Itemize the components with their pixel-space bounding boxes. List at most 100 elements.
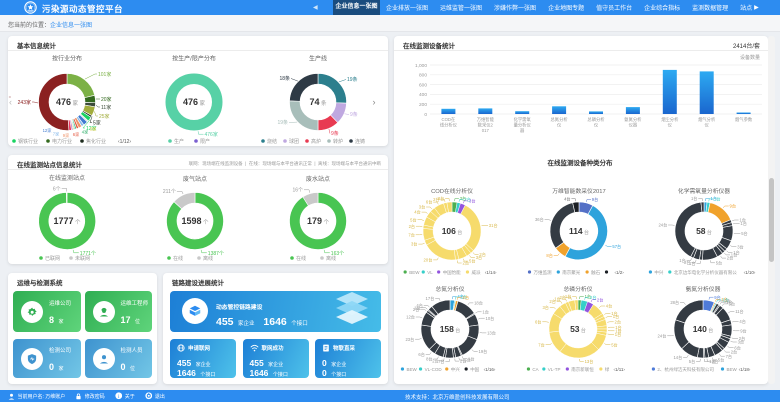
svg-text:19条: 19条 (277, 119, 288, 126)
svg-text:20家: 20家 (101, 96, 112, 103)
svg-text:氨氮分析仪器: 氨氮分析仪器 (686, 285, 721, 293)
svg-text:2台: 2台 (409, 223, 416, 230)
svg-text:3台: 3台 (438, 195, 445, 202)
svg-text:BEW: BEW (407, 367, 418, 372)
svg-text:8台: 8台 (546, 252, 553, 259)
svg-text:114 台: 114 台 (569, 226, 589, 236)
svg-text:24台: 24台 (658, 222, 667, 229)
svg-text:4台: 4台 (739, 318, 746, 325)
svg-text:仪: 仪 (668, 122, 673, 127)
svg-text:2台: 2台 (731, 349, 738, 356)
svg-text:163个: 163个 (331, 251, 344, 257)
svg-text:数采仪2: 数采仪2 (478, 121, 494, 128)
svg-text:生产线: 生产线 (309, 55, 327, 63)
svg-text:中国: 中国 (470, 366, 479, 373)
svg-text:2台: 2台 (432, 358, 439, 365)
svg-text:9台: 9台 (592, 196, 599, 203)
svg-text:0: 0 (424, 112, 427, 118)
svg-text:1台: 1台 (709, 358, 716, 365)
svg-text:476家: 476家 (205, 131, 218, 138)
svg-text:5台: 5台 (469, 258, 476, 265)
svg-text:1台: 1台 (733, 249, 740, 256)
svg-text:高炉: 高炉 (311, 138, 321, 145)
svg-text:6个: 6个 (53, 186, 61, 192)
svg-text:氨氮分析: 氨氮分析 (624, 116, 642, 123)
svg-text:总氮分析仪: 总氮分析仪 (436, 285, 465, 293)
svg-text:1台: 1台 (615, 327, 622, 334)
svg-text:5台: 5台 (741, 230, 748, 237)
svg-text:离线: 离线 (203, 255, 213, 262)
svg-text:连铸: 连铸 (355, 138, 365, 145)
svg-text:钢铁行业: 钢铁行业 (18, 138, 38, 145)
svg-text:13台: 13台 (487, 330, 496, 337)
svg-text:烧结: 烧结 (267, 138, 277, 145)
svg-text:仪器: 仪器 (629, 122, 638, 128)
svg-text:3家: 3家 (90, 126, 97, 132)
svg-text:BEW: BEW (727, 367, 738, 372)
svg-text:11家: 11家 (101, 104, 111, 111)
svg-text:3台: 3台 (737, 243, 744, 250)
svg-text:4家: 4家 (82, 129, 89, 135)
svg-text:废气站点: 废气站点 (183, 175, 207, 183)
svg-text:211个: 211个 (163, 189, 176, 195)
svg-text:仪: 仪 (705, 122, 710, 127)
svg-text:器: 器 (520, 128, 525, 134)
svg-text:球团: 球团 (289, 138, 299, 145)
svg-text:74 条: 74 条 (309, 97, 327, 107)
svg-text:10台: 10台 (486, 315, 495, 322)
svg-text:焦化行业: 焦化行业 (86, 138, 106, 145)
svg-text:2台: 2台 (684, 259, 691, 266)
svg-text:5台: 5台 (718, 357, 725, 364)
svg-text:3台: 3台 (712, 358, 719, 365)
svg-text:12台: 12台 (406, 314, 415, 321)
svg-text:生产: 生产 (174, 138, 184, 145)
svg-text:19台: 19台 (479, 348, 488, 355)
svg-text:未联网: 未联网 (75, 255, 90, 262)
svg-text:9台: 9台 (740, 327, 747, 334)
svg-text:7台: 7台 (726, 353, 733, 360)
svg-text:6台: 6台 (418, 351, 425, 358)
svg-text:11台: 11台 (735, 308, 744, 315)
svg-text:3台: 3台 (729, 301, 736, 308)
svg-text:‹1/14›: ‹1/14› (485, 270, 497, 275)
svg-text:58 台: 58 台 (696, 226, 712, 236)
svg-text:12家: 12家 (86, 125, 97, 132)
svg-text:31台: 31台 (489, 222, 498, 229)
svg-text:2台: 2台 (464, 196, 471, 203)
svg-text:废水站点: 废水站点 (306, 175, 330, 183)
svg-text:‹1/18›: ‹1/18› (739, 367, 751, 372)
svg-text:总氮分析: 总氮分析 (551, 116, 569, 123)
svg-text:限产: 限产 (200, 138, 210, 145)
svg-text:476 家: 476 家 (183, 97, 206, 107)
svg-text:威派: 威派 (472, 269, 481, 276)
svg-text:9台: 9台 (714, 294, 721, 301)
svg-text:017: 017 (482, 128, 490, 133)
svg-text:‹1/12›: ‹1/12› (118, 139, 131, 145)
svg-text:1台: 1台 (468, 355, 475, 362)
svg-text:烟尘分析: 烟尘分析 (661, 116, 679, 123)
svg-text:2台: 2台 (739, 335, 746, 342)
svg-text:6台: 6台 (426, 199, 433, 206)
svg-text:‹1/2›: ‹1/2› (615, 270, 625, 275)
svg-text:2台: 2台 (460, 358, 467, 365)
svg-text:南京聚光: 南京聚光 (562, 269, 580, 276)
svg-text:离线: 离线 (326, 255, 336, 262)
svg-text:5台: 5台 (689, 358, 696, 365)
svg-text:设备数量: 设备数量 (740, 54, 760, 61)
svg-text:电力行业: 电力行业 (52, 138, 72, 145)
svg-text:4台: 4台 (606, 303, 613, 310)
svg-text:1台: 1台 (615, 324, 622, 331)
svg-text:1台: 1台 (689, 260, 696, 267)
svg-text:9条: 9条 (350, 111, 358, 118)
svg-text:1台: 1台 (691, 195, 698, 202)
svg-text:5台: 5台 (611, 341, 618, 348)
svg-text:2台: 2台 (559, 294, 566, 301)
svg-text:3台: 3台 (411, 241, 418, 248)
svg-text:BEW: BEW (409, 270, 420, 275)
svg-text:1台: 1台 (740, 220, 747, 227)
svg-text:18条: 18条 (279, 75, 290, 82)
svg-text:12家: 12家 (43, 127, 53, 133)
svg-text:1台: 1台 (726, 299, 733, 306)
svg-text:万维智能: 万维智能 (477, 116, 495, 123)
svg-text:转炉: 转炉 (333, 138, 343, 145)
